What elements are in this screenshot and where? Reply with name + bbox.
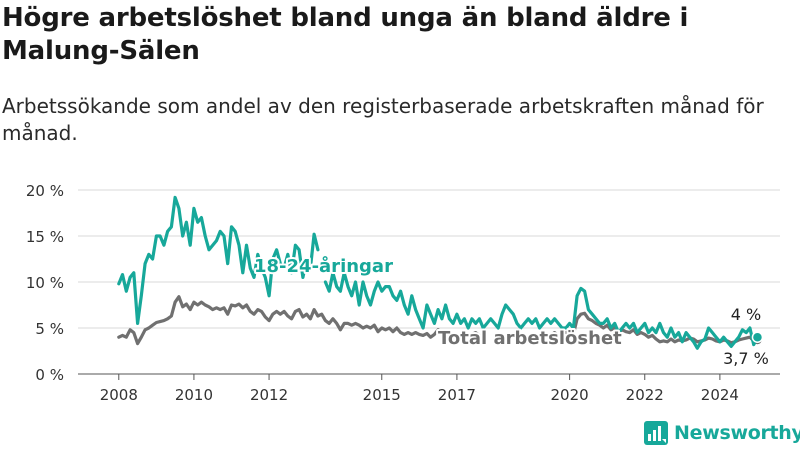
y-tick-label: 0 %	[35, 366, 64, 384]
youth-series-label-halo: 18-24-åringar	[254, 255, 393, 277]
total-series-label-halo: Total arbetslöshet	[438, 328, 622, 349]
youth-series-line	[117, 195, 760, 350]
newsworthy-logo[interactable]: Newsworthy	[644, 420, 800, 446]
y-tick-label: 20 %	[26, 182, 64, 200]
newsworthy-icon	[644, 421, 668, 445]
series-lines	[117, 195, 764, 350]
x-tick-label: 2017	[438, 386, 476, 404]
brand-name: Newsworthy	[674, 422, 800, 444]
total-end-label: 3,7 %	[723, 349, 769, 368]
y-tick-label: 15 %	[26, 228, 64, 246]
x-tick-label: 2015	[363, 386, 401, 404]
y-tick-label: 5 %	[35, 320, 64, 338]
youth-series-label: 18-24-åringar	[254, 255, 393, 277]
youth-end-label-halo: 4 %	[731, 305, 761, 324]
x-tick-label: 2008	[100, 386, 138, 404]
y-axis: 0 % 5 % 10 % 15 % 20 %	[26, 182, 64, 384]
youth-end-point	[751, 331, 764, 343]
x-tick-label: 2020	[551, 386, 589, 404]
x-tick-label: 2010	[175, 386, 213, 404]
y-tick-label: 10 %	[26, 274, 64, 292]
page-subtitle: Arbetssökande som andel av den registerb…	[2, 94, 764, 145]
x-tick-label: 2024	[701, 386, 739, 404]
youth-end-label: 4 %	[731, 305, 761, 324]
gridlines	[78, 189, 780, 375]
x-tick-label: 2022	[626, 386, 664, 404]
x-axis: 2008 2010 2012 2015 2017 2020 2022 2024	[100, 374, 739, 404]
total-series-label: Total arbetslöshet	[438, 328, 622, 349]
x-tick-label: 2012	[250, 386, 288, 404]
total-end-label-halo: 3,7 %	[723, 349, 769, 368]
page-title: Högre arbetslöshet bland unga än bland ä…	[2, 3, 689, 66]
